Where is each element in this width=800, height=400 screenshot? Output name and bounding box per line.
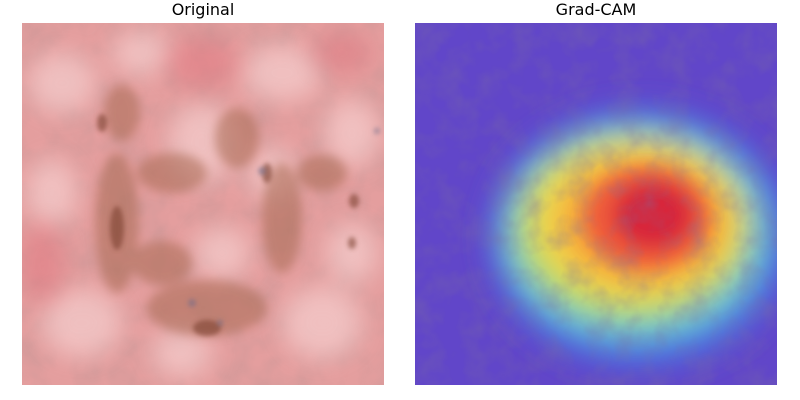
original-panel: Original [22,0,384,400]
original-skin-lesion-image [22,23,384,385]
original-title: Original [171,0,235,19]
gradcam-heatmap-image [415,23,777,385]
gradcam-title: Grad-CAM [555,0,637,19]
gradcam-panel: Grad-CAM [415,0,777,400]
